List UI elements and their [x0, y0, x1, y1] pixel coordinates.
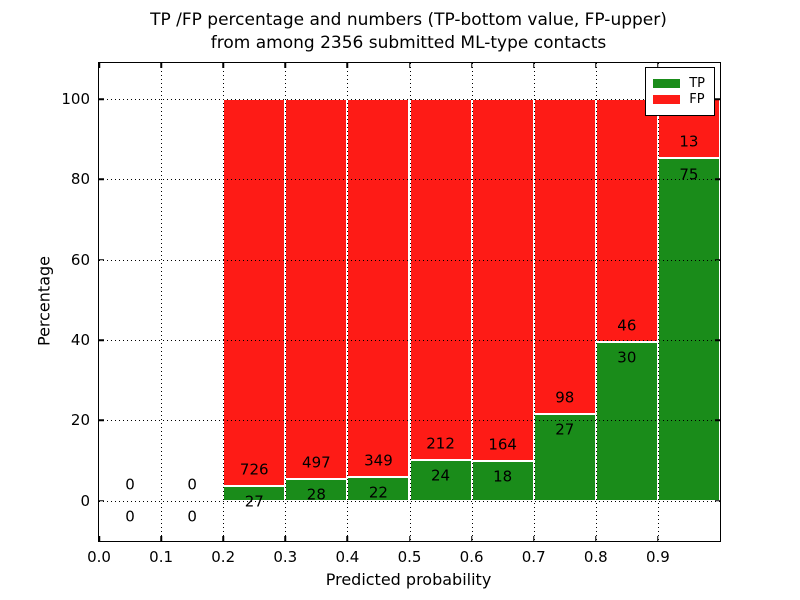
y-tick-mark-right [715, 178, 720, 181]
plot-area: TP FP 0 0 0 0 726 27 497 28 349 22 212 24 164 18 98 27 46… [61, 62, 721, 566]
bar-label-tp: 24 [431, 466, 451, 485]
gridline-x [161, 63, 163, 541]
bar-label-fp: 0 [125, 475, 135, 494]
y-tick-label: 40 [70, 331, 90, 350]
x-tick-mark-top [408, 63, 411, 68]
y-tick-mark-right [715, 98, 720, 100]
bar-label-fp: 726 [239, 460, 269, 479]
gridline-x [471, 63, 473, 541]
x-tick-label: 0.1 [149, 548, 174, 566]
x-tick-mark-top [222, 63, 224, 68]
y-axis-label: Percentage [34, 255, 54, 347]
bar-segment-fp [409, 99, 472, 460]
y-tick-label: 0 [80, 491, 90, 510]
x-tick-mark-top [160, 63, 162, 68]
x-tick-mark-top [657, 63, 659, 68]
x-tick-mark [470, 536, 473, 541]
bar-segment-fp [285, 99, 348, 480]
x-tick-mark [408, 536, 411, 541]
chart-title-line1: TP /FP percentage and numbers (TP-bottom… [150, 10, 667, 30]
bar-label-tp: 30 [617, 348, 637, 367]
legend-row-tp: TP [653, 77, 705, 90]
bar-label-tp: 0 [187, 507, 197, 526]
bar-label-tp: 0 [125, 507, 135, 526]
x-tick-label: 0.7 [521, 548, 546, 566]
bar-label-fp: 497 [302, 453, 331, 472]
x-tick-mark-top [284, 63, 287, 68]
chart-title-line2: from among 2356 submitted ML-type contac… [210, 33, 607, 53]
gridline-x [657, 63, 659, 541]
x-tick-label: 0.8 [583, 548, 608, 566]
x-tick-label: 0.0 [87, 548, 111, 566]
bar-label-fp: 164 [488, 435, 517, 454]
x-tick-mark-top [98, 63, 100, 68]
x-tick-mark [657, 536, 659, 541]
y-tick-mark [99, 419, 104, 422]
y-tick-mark [99, 259, 104, 261]
y-tick-label: 20 [70, 411, 90, 430]
bar-label-fp: 349 [364, 451, 393, 470]
bar-segment-fp [533, 99, 596, 415]
y-tick-mark-right [715, 419, 720, 422]
y-tick-label: 80 [70, 170, 90, 189]
legend-label-tp: TP [689, 76, 705, 91]
gridline-x [409, 63, 411, 541]
gridline-x [595, 63, 597, 541]
bar-segment-fp [595, 99, 658, 343]
bar-segment-fp [471, 99, 534, 462]
y-tick-label: 100 [61, 90, 90, 109]
bar-label-fp: 212 [426, 434, 455, 453]
x-tick-mark [160, 536, 162, 541]
x-tick-label: 0.5 [397, 548, 422, 566]
bar-label-tp: 27 [244, 492, 264, 511]
x-tick-label: 0.3 [273, 548, 298, 566]
y-tick-mark [99, 98, 104, 100]
bar-segment-tp [657, 158, 720, 501]
y-tick-label: 60 [70, 250, 90, 269]
bar-label-tp: 28 [306, 485, 326, 504]
legend-row-fp: FP [653, 93, 705, 106]
legend-swatch-tp [653, 79, 681, 88]
x-tick-mark [595, 536, 597, 541]
bar-label-tp: 22 [368, 483, 388, 502]
gridline-x [347, 63, 349, 541]
x-tick-mark [222, 536, 224, 541]
bar-label-tp: 27 [555, 420, 575, 439]
x-tick-mark [98, 536, 100, 541]
x-tick-mark [532, 536, 535, 541]
x-tick-mark-top [346, 63, 349, 68]
bar-segment-fp [347, 99, 410, 477]
x-tick-mark [284, 536, 287, 541]
legend: TP FP [645, 67, 715, 116]
bar-label-fp: 13 [679, 132, 699, 151]
y-tick-mark-right [715, 339, 720, 341]
x-tick-mark-top [595, 63, 597, 68]
x-tick-label: 0.6 [459, 548, 484, 566]
x-tick-mark-top [470, 63, 473, 68]
legend-label-fp: FP [689, 92, 705, 107]
bar-label-tp: 75 [679, 165, 699, 184]
gridline-x [533, 63, 535, 541]
x-tick-mark-top [532, 63, 535, 68]
x-tick-label: 0.2 [211, 548, 236, 566]
gridline-x [285, 63, 287, 541]
bar-label-fp: 0 [187, 475, 197, 494]
x-axis-label: Predicted probability [325, 570, 492, 589]
gridline-x [223, 63, 225, 541]
x-tick-label: 0.9 [645, 548, 670, 566]
bar-label-fp: 46 [617, 316, 637, 335]
y-tick-mark [99, 339, 104, 341]
y-tick-mark [99, 178, 104, 181]
y-tick-mark-right [715, 259, 720, 261]
x-tick-label: 0.4 [335, 548, 360, 566]
bar-label-fp: 98 [555, 388, 575, 407]
x-tick-mark [346, 536, 349, 541]
legend-swatch-fp [653, 95, 681, 104]
bar-segment-fp [223, 99, 286, 487]
y-tick-mark [99, 500, 104, 502]
bar-label-tp: 18 [493, 467, 513, 486]
y-tick-mark-right [715, 500, 720, 502]
